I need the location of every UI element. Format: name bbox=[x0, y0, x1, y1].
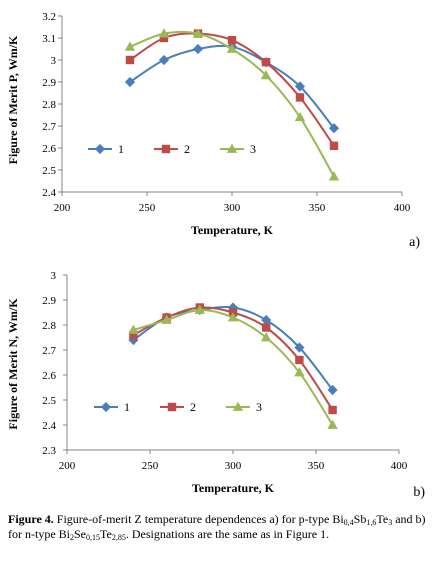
square-marker bbox=[328, 405, 337, 415]
triangle-marker bbox=[226, 143, 238, 153]
legend-label-2: 2 bbox=[190, 400, 196, 414]
y-tick-label: 2.5 bbox=[42, 395, 56, 407]
y-tick-label: 2.7 bbox=[42, 345, 56, 357]
x-axis-label: Temperature, K bbox=[191, 223, 274, 237]
x-tick-label: 200 bbox=[59, 460, 76, 472]
square-marker bbox=[329, 141, 339, 150]
x-tick-labels: 200 250 300 350 400 bbox=[54, 202, 411, 214]
y-tick-label: 2.4 bbox=[42, 187, 56, 199]
triangle-marker bbox=[294, 367, 305, 377]
triangle-marker bbox=[294, 111, 306, 122]
y-tick-label: 3 bbox=[51, 270, 57, 282]
x-tick-label: 250 bbox=[139, 202, 156, 214]
square-marker bbox=[161, 144, 171, 154]
triangle-marker bbox=[227, 312, 239, 322]
series-3-line bbox=[129, 30, 335, 178]
x-tick-labels: 200 250 300 350 400 bbox=[59, 460, 408, 472]
legend-label-2: 2 bbox=[184, 142, 190, 156]
legend-label-3: 3 bbox=[250, 142, 256, 156]
x-tick-label: 400 bbox=[394, 202, 411, 214]
triangle-marker bbox=[226, 43, 238, 53]
y-axis-label: Figure of Merit N, Wm/K bbox=[6, 298, 20, 430]
triangle-marker bbox=[158, 28, 170, 38]
square-marker bbox=[261, 58, 271, 67]
caption-text: Sb bbox=[353, 512, 367, 526]
figure-caption: Figure 4. Figure-of-merit Z temperature … bbox=[8, 512, 428, 542]
y-tick-labels: 2.3 2.4 2.5 2.6 2.7 2.8 2.9 3 bbox=[42, 270, 56, 457]
x-tick-label: 300 bbox=[224, 202, 241, 214]
x-tick-label: 400 bbox=[391, 460, 408, 472]
diamond-marker bbox=[94, 143, 106, 155]
y-tick-label: 2.9 bbox=[42, 295, 56, 307]
diamond-marker bbox=[124, 76, 136, 88]
caption-figure-number: Figure 4. bbox=[8, 512, 54, 526]
x-tick-label: 350 bbox=[309, 202, 326, 214]
triangle-marker bbox=[328, 171, 340, 181]
square-marker bbox=[167, 402, 177, 412]
triangle-marker bbox=[161, 314, 172, 324]
y-tick-label: 2.6 bbox=[42, 370, 56, 382]
x-tick-label: 300 bbox=[225, 460, 242, 472]
legend-label-1: 1 bbox=[124, 400, 130, 414]
y-tick-label: 2.7 bbox=[42, 121, 56, 133]
diamond-marker bbox=[294, 81, 306, 92]
diamond-marker bbox=[327, 384, 338, 396]
y-axis-label: Figure of Merit P, Wm/K bbox=[6, 35, 20, 164]
y-tick-label: 3.2 bbox=[42, 11, 56, 23]
y-tick-label: 2.8 bbox=[42, 99, 56, 111]
caption-subscript: 1,6 bbox=[366, 518, 377, 527]
square-marker bbox=[295, 93, 305, 102]
y-tick-label: 2.9 bbox=[42, 77, 56, 89]
caption-text: Se bbox=[74, 527, 86, 541]
chart-a: Figure of Merit P, Wm/K 2.4 2.5 2.6 2.7 … bbox=[6, 11, 420, 250]
x-axis-label: Temperature, K bbox=[192, 481, 275, 495]
y-tick-label: 2.5 bbox=[42, 165, 56, 177]
caption-text: Te bbox=[376, 512, 389, 526]
y-tick-label: 2.4 bbox=[42, 420, 56, 432]
x-tick-label: 350 bbox=[308, 460, 325, 472]
legend-label-1: 1 bbox=[118, 142, 124, 156]
diamond-marker bbox=[100, 401, 112, 413]
chart-b: Figure of Merit N, Wm/K 2.3 2.4 2.5 2.6 … bbox=[6, 270, 425, 500]
diamond-marker bbox=[158, 54, 170, 66]
y-tick-label: 3.1 bbox=[42, 33, 56, 45]
square-marker bbox=[227, 36, 237, 45]
caption-text: . Designations are the same as in Figure… bbox=[125, 527, 330, 541]
panel-label: a) bbox=[409, 235, 420, 250]
triangle-marker bbox=[261, 332, 272, 342]
triangle-marker bbox=[327, 419, 338, 429]
triangle-marker bbox=[192, 28, 204, 38]
caption-subscript: 2 bbox=[70, 533, 74, 542]
y-tick-label: 2.6 bbox=[42, 143, 56, 155]
caption-text: Te bbox=[100, 527, 112, 541]
triangle-marker bbox=[128, 324, 139, 334]
caption-subscript: 3 bbox=[388, 518, 393, 527]
diamond-marker bbox=[192, 43, 204, 55]
triangle-marker bbox=[232, 401, 244, 411]
caption-subscript: 0,4 bbox=[343, 518, 354, 527]
diamond-marker bbox=[328, 123, 340, 134]
panel-label: b) bbox=[413, 485, 425, 500]
x-tick-label: 200 bbox=[54, 202, 71, 214]
y-tick-label: 2.3 bbox=[42, 445, 56, 457]
y-tick-label: 2.8 bbox=[42, 320, 56, 332]
caption-text: Figure-of-merit Z temperature dependence… bbox=[53, 512, 344, 526]
caption-subscript: 2,85 bbox=[111, 533, 126, 542]
x-tick-label: 250 bbox=[142, 460, 159, 472]
diamond-marker bbox=[294, 342, 305, 353]
legend-label-3: 3 bbox=[256, 400, 262, 414]
square-marker bbox=[295, 355, 304, 365]
caption-subscript: 0,15 bbox=[86, 533, 100, 542]
caption-text: and b) for n-type Bi bbox=[8, 512, 426, 541]
triangle-marker bbox=[124, 41, 136, 51]
triangle-marker bbox=[194, 304, 205, 314]
triangle-marker bbox=[260, 70, 272, 80]
square-marker bbox=[125, 55, 135, 65]
y-tick-labels: 2.4 2.5 2.6 2.7 2.8 2.9 3 3.1 3.2 bbox=[42, 11, 56, 199]
square-marker bbox=[261, 323, 271, 332]
y-tick-label: 3 bbox=[51, 55, 57, 67]
